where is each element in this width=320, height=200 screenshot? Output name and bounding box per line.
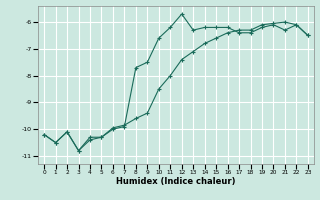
X-axis label: Humidex (Indice chaleur): Humidex (Indice chaleur) [116, 177, 236, 186]
